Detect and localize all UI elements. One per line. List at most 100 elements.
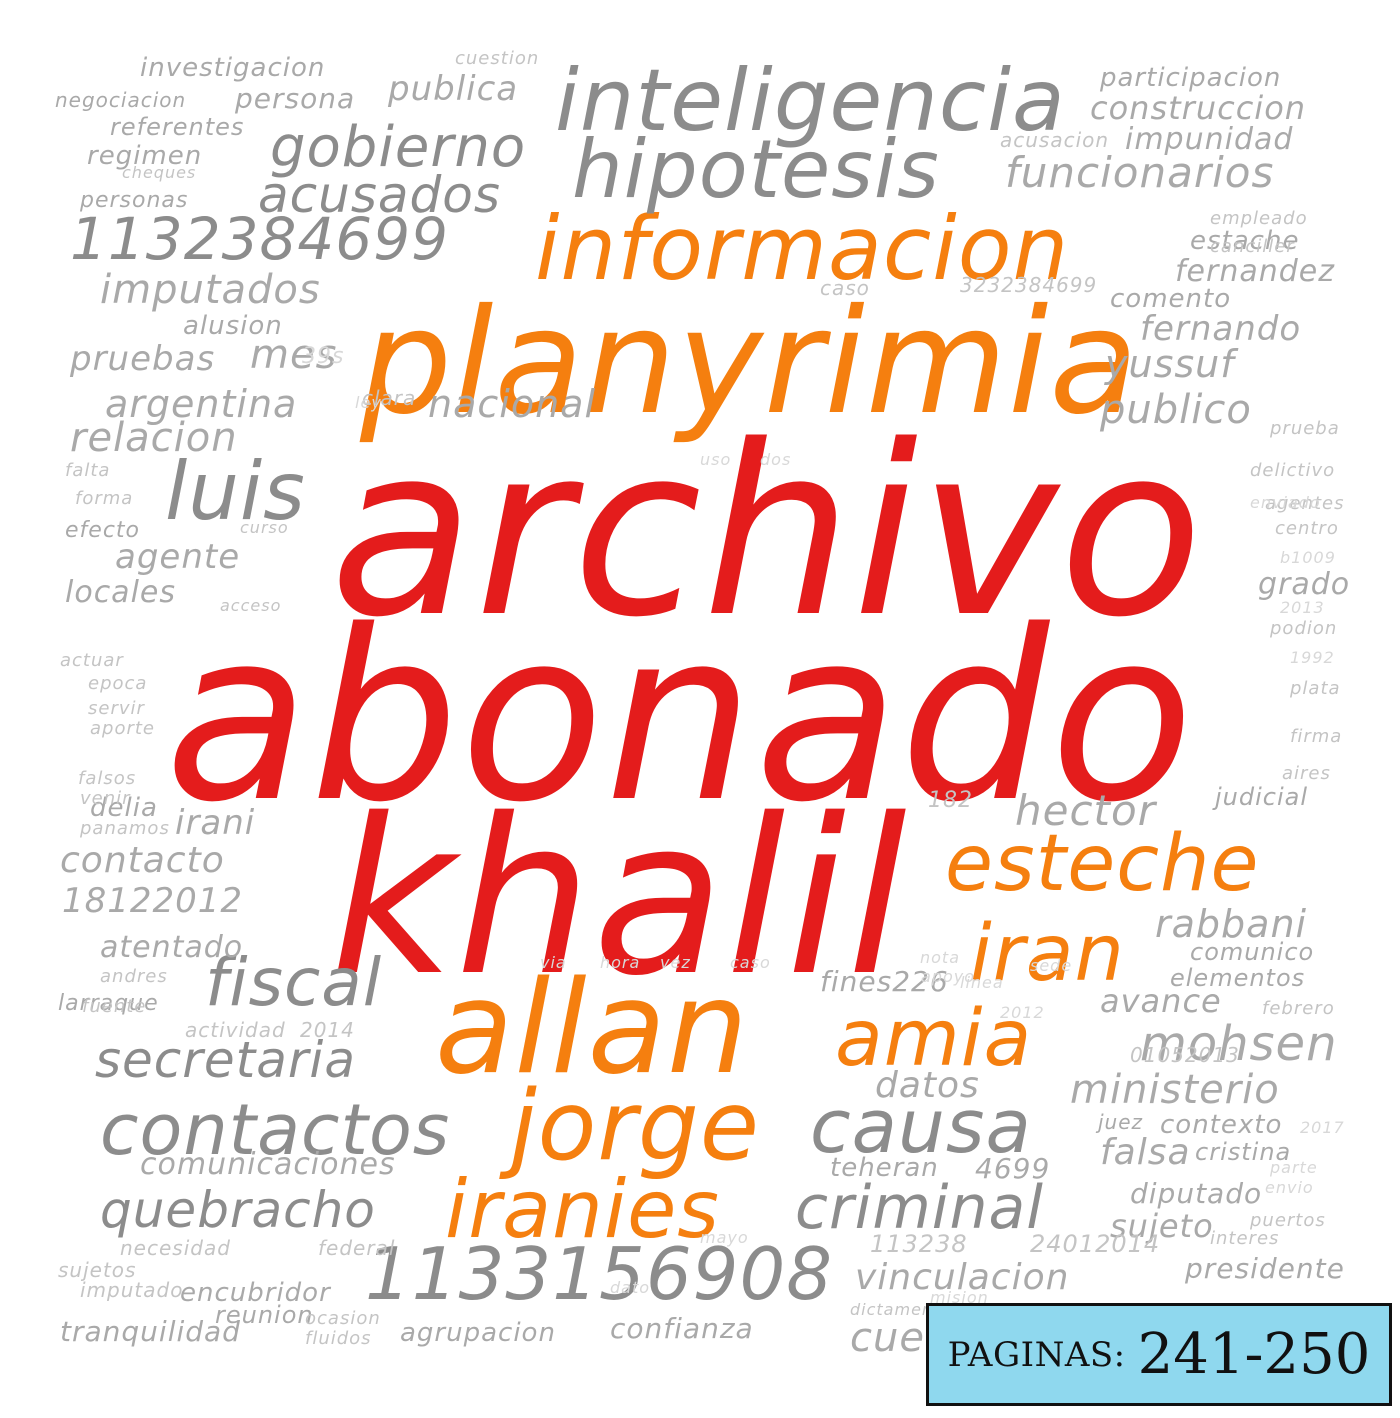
cloud-word: cristina bbox=[1195, 1138, 1292, 1166]
cloud-word: larraque bbox=[58, 991, 159, 1016]
cloud-word: imputado bbox=[80, 1278, 184, 1302]
cloud-word: referentes bbox=[110, 113, 245, 141]
cloud-word: participacion bbox=[1100, 63, 1282, 93]
cloud-word: comunicaciones bbox=[140, 1147, 396, 1182]
cloud-word: pruebas bbox=[70, 339, 216, 379]
cloud-word: parte bbox=[1270, 1158, 1318, 1177]
cloud-word: 2012 bbox=[1000, 1003, 1045, 1022]
pages-badge-label: PAGINAS: bbox=[947, 1334, 1126, 1375]
cloud-word: confianza bbox=[610, 1312, 754, 1345]
cloud-word: caso bbox=[730, 953, 771, 972]
cloud-word: dos bbox=[760, 450, 792, 469]
cloud-word: diputado bbox=[1130, 1177, 1263, 1210]
cloud-word: agrupacion bbox=[400, 1318, 556, 1348]
cloud-word: curso bbox=[240, 518, 289, 537]
cloud-word: 1992 bbox=[1290, 648, 1335, 667]
cloud-word: gobierno bbox=[270, 115, 527, 180]
cloud-word: b1009 bbox=[1280, 548, 1336, 567]
cloud-word: jorge bbox=[510, 1070, 760, 1182]
cloud-word: andres bbox=[100, 966, 168, 987]
cloud-word: rabbani bbox=[1155, 902, 1308, 946]
cloud-word: fines226 bbox=[820, 965, 949, 998]
cloud-word: falsos bbox=[78, 768, 137, 789]
cloud-word: investigacion bbox=[140, 53, 326, 83]
cloud-word: caso bbox=[820, 276, 870, 300]
cloud-word: 3232384699 bbox=[960, 273, 1098, 297]
cloud-word: atentado bbox=[100, 930, 244, 965]
cloud-word: delia bbox=[90, 793, 158, 823]
cloud-word: ocasion bbox=[305, 1308, 381, 1329]
cloud-word: informacion bbox=[535, 197, 1070, 300]
cloud-word: cue bbox=[850, 1315, 925, 1361]
cloud-word: khalil bbox=[330, 772, 908, 1023]
cloud-word: encubridor bbox=[180, 1278, 331, 1308]
cloud-word: envio bbox=[1265, 1178, 1314, 1197]
cloud-word: fiscal bbox=[205, 944, 383, 1021]
cloud-word: regimen bbox=[87, 141, 203, 171]
cloud-word: ministerio bbox=[1070, 1067, 1280, 1113]
cloud-word: cuestion bbox=[455, 48, 540, 69]
cloud-word: necesidad bbox=[120, 1236, 231, 1260]
cloud-word: agente bbox=[115, 537, 241, 577]
cloud-word: alusion bbox=[183, 311, 283, 341]
cloud-word: mayo bbox=[700, 1228, 749, 1247]
cloud-word: fluidos bbox=[305, 1328, 372, 1349]
cloud-word: fernando bbox=[1140, 309, 1302, 349]
cloud-word: teheran bbox=[830, 1153, 939, 1183]
cloud-word: nota bbox=[920, 948, 961, 967]
cloud-word: avance bbox=[1100, 982, 1222, 1020]
cloud-word: publica bbox=[388, 69, 519, 109]
cloud-word: plata bbox=[1290, 678, 1341, 699]
cloud-word: aporte bbox=[90, 718, 156, 739]
cloud-word: impunidad bbox=[1125, 122, 1294, 157]
cloud-word: 2013 bbox=[1280, 598, 1325, 617]
cloud-word: actuar bbox=[60, 650, 124, 671]
cloud-word: abonado bbox=[165, 581, 1195, 854]
pages-badge-range: 241-250 bbox=[1137, 1322, 1371, 1387]
cloud-word: efecto bbox=[65, 518, 140, 543]
cloud-word: uso bbox=[700, 450, 732, 469]
cloud-word: nacional bbox=[428, 382, 596, 426]
cloud-word: esteche bbox=[945, 819, 1260, 909]
cloud-word: juez bbox=[1098, 1110, 1144, 1134]
cloud-word: personas bbox=[80, 188, 189, 213]
cloud-word: via bbox=[540, 953, 567, 972]
cloud-word: falta bbox=[65, 460, 111, 481]
cloud-word: epoca bbox=[88, 673, 148, 694]
cloud-word: mes bbox=[250, 332, 338, 378]
cloud-word: acusados bbox=[258, 166, 501, 224]
cloud-word: empleado bbox=[1210, 208, 1308, 229]
cloud-word: actividad bbox=[185, 1018, 286, 1042]
cloud-word: causa bbox=[810, 1084, 1032, 1170]
cloud-word: puertos bbox=[1250, 1210, 1326, 1231]
cloud-word: amia bbox=[835, 994, 1033, 1084]
cloud-word: reunion bbox=[215, 1301, 314, 1329]
cloud-word: quebracho bbox=[100, 1181, 376, 1239]
cloud-word: tranquilidad bbox=[60, 1315, 241, 1348]
cloud-word: fuente bbox=[82, 996, 147, 1017]
cloud-word: servir bbox=[88, 698, 145, 719]
cloud-word: hora bbox=[600, 953, 641, 972]
cloud-word: interes bbox=[1210, 1228, 1280, 1249]
cloud-word: linea bbox=[960, 973, 1004, 992]
cloud-word: comunico bbox=[1190, 938, 1315, 966]
cloud-word: sujetos bbox=[58, 1258, 137, 1282]
cloud-word: imputados bbox=[100, 267, 321, 313]
cloud-word: aires bbox=[1282, 763, 1331, 784]
cloud-word: contacto bbox=[60, 840, 225, 881]
cloud-word: fernandez bbox=[1175, 254, 1336, 289]
cloud-word: 113238 bbox=[870, 1230, 968, 1258]
cloud-word: venir bbox=[80, 788, 131, 809]
cloud-word: 01052013 bbox=[1130, 1043, 1240, 1067]
cloud-word: panamos bbox=[80, 818, 170, 839]
cloud-word: luis bbox=[165, 445, 306, 538]
cloud-word: 2014 bbox=[300, 1018, 355, 1042]
cloud-word: prueba bbox=[1270, 418, 1340, 439]
cloud-word: vez bbox=[660, 953, 691, 972]
cloud-word: ley bbox=[355, 393, 382, 412]
cloud-word: hipotesis bbox=[572, 123, 940, 216]
cloud-word: estache bbox=[1190, 226, 1300, 256]
cloud-word: podion bbox=[1270, 618, 1338, 639]
cloud-word: apoyo bbox=[921, 967, 976, 986]
cloud-word: 1133156908 bbox=[365, 1232, 834, 1316]
